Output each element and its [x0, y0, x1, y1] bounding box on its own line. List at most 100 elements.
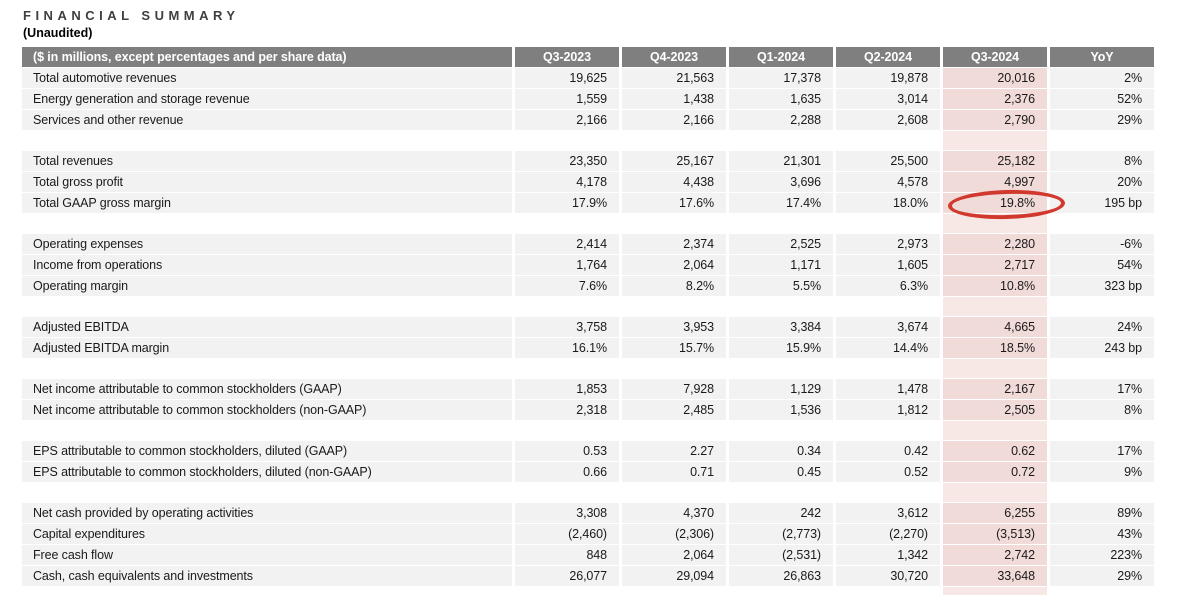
- cell-q1-2024: (2,531): [729, 545, 833, 565]
- table-row: Operating margin 7.6% 8.2% 5.5% 6.3% 10.…: [22, 276, 1154, 296]
- cell-yoy: 323 bp: [1050, 276, 1154, 296]
- cell-q2-2024: 6.3%: [836, 276, 940, 296]
- cell-yoy: 24%: [1050, 317, 1154, 337]
- cell-q4-2023: 2,166: [622, 110, 726, 130]
- cell-yoy: 89%: [1050, 503, 1154, 523]
- column-header-label: ($ in millions, except percentages and p…: [22, 47, 512, 67]
- cell-q3-2024: 2,167: [943, 379, 1047, 399]
- cell-q1-2024: 2,288: [729, 110, 833, 130]
- cell-q2-2024: 18.0%: [836, 193, 940, 213]
- cell-q2-2024: 1,342: [836, 545, 940, 565]
- cell-yoy: 20%: [1050, 172, 1154, 192]
- cell-q3-2023: 1,559: [515, 89, 619, 109]
- cell-q4-2023: 25,167: [622, 151, 726, 171]
- row-label: EPS attributable to common stockholders,…: [22, 441, 512, 461]
- row-label: Total revenues: [22, 151, 512, 171]
- table-row: Net income attributable to common stockh…: [22, 379, 1154, 399]
- cell-q1-2024: 0.34: [729, 441, 833, 461]
- page-subtitle: (Unaudited): [23, 26, 93, 40]
- highlight-column-band: [943, 483, 1047, 502]
- cell-q4-2023: 4,438: [622, 172, 726, 192]
- cell-q4-2023: 21,563: [622, 68, 726, 88]
- table-row: EPS attributable to common stockholders,…: [22, 441, 1154, 461]
- row-label: Adjusted EBITDA margin: [22, 338, 512, 358]
- cell-q4-2023: 17.6%: [622, 193, 726, 213]
- cell-q2-2024: 30,720: [836, 566, 940, 586]
- cell-q4-2023: (2,306): [622, 524, 726, 544]
- cell-q3-2024: 2,717: [943, 255, 1047, 275]
- financial-summary-table: ($ in millions, except percentages and p…: [22, 47, 1154, 595]
- cell-q2-2024: 14.4%: [836, 338, 940, 358]
- cell-q2-2024: 0.42: [836, 441, 940, 461]
- row-label: Net income attributable to common stockh…: [22, 379, 512, 399]
- cell-q1-2024: (2,773): [729, 524, 833, 544]
- cell-q3-2024: 4,665: [943, 317, 1047, 337]
- cell-q4-2023: 29,094: [622, 566, 726, 586]
- cell-q4-2023: 1,438: [622, 89, 726, 109]
- cell-q2-2024: 1,478: [836, 379, 940, 399]
- cell-q3-2023: 4,178: [515, 172, 619, 192]
- cell-yoy: 29%: [1050, 566, 1154, 586]
- table-row: Total GAAP gross margin 17.9% 17.6% 17.4…: [22, 193, 1154, 213]
- cell-q3-2023: 23,350: [515, 151, 619, 171]
- cell-q1-2024: 1,129: [729, 379, 833, 399]
- cell-yoy: 52%: [1050, 89, 1154, 109]
- cell-q2-2024: 4,578: [836, 172, 940, 192]
- highlight-column-band: [943, 214, 1047, 233]
- cell-yoy: 243 bp: [1050, 338, 1154, 358]
- cell-q2-2024: 3,612: [836, 503, 940, 523]
- cell-q2-2024: 0.52: [836, 462, 940, 482]
- cell-q3-2024: 25,182: [943, 151, 1047, 171]
- row-label: Net cash provided by operating activitie…: [22, 503, 512, 523]
- row-label: Operating expenses: [22, 234, 512, 254]
- cell-q4-2023: 15.7%: [622, 338, 726, 358]
- cell-q3-2024: 6,255: [943, 503, 1047, 523]
- cell-q2-2024: 3,674: [836, 317, 940, 337]
- cell-yoy: 195 bp: [1050, 193, 1154, 213]
- cell-q4-2023: 2.27: [622, 441, 726, 461]
- table-row: Cash, cash equivalents and investments 2…: [22, 566, 1154, 586]
- cell-q3-2024: 2,505: [943, 400, 1047, 420]
- cell-q1-2024: 21,301: [729, 151, 833, 171]
- row-label: Income from operations: [22, 255, 512, 275]
- cell-yoy: 17%: [1050, 441, 1154, 461]
- cell-yoy: 8%: [1050, 400, 1154, 420]
- highlight-column-band: [943, 421, 1047, 440]
- page-title: FINANCIAL SUMMARY: [23, 8, 240, 23]
- row-label: Cash, cash equivalents and investments: [22, 566, 512, 586]
- row-label: Services and other revenue: [22, 110, 512, 130]
- row-label: Total automotive revenues: [22, 68, 512, 88]
- cell-q3-2023: 17.9%: [515, 193, 619, 213]
- cell-q3-2023: 0.53: [515, 441, 619, 461]
- table-row: Capital expenditures (2,460) (2,306) (2,…: [22, 524, 1154, 544]
- cell-q3-2023: 2,318: [515, 400, 619, 420]
- cell-q3-2024: 2,742: [943, 545, 1047, 565]
- cell-q3-2023: 2,166: [515, 110, 619, 130]
- cell-q3-2023: 1,764: [515, 255, 619, 275]
- cell-yoy: 43%: [1050, 524, 1154, 544]
- cell-q3-2023: 7.6%: [515, 276, 619, 296]
- cell-yoy: 223%: [1050, 545, 1154, 565]
- table-row: Net cash provided by operating activitie…: [22, 503, 1154, 523]
- cell-q1-2024: 5.5%: [729, 276, 833, 296]
- group-separator: [22, 131, 1154, 150]
- highlight-column-band: [943, 131, 1047, 150]
- group-separator: [22, 483, 1154, 502]
- cell-q4-2023: 2,064: [622, 545, 726, 565]
- cell-q4-2023: 8.2%: [622, 276, 726, 296]
- cell-q3-2023: 19,625: [515, 68, 619, 88]
- row-label: Adjusted EBITDA: [22, 317, 512, 337]
- row-label: Free cash flow: [22, 545, 512, 565]
- row-label: Total gross profit: [22, 172, 512, 192]
- cell-q1-2024: 17,378: [729, 68, 833, 88]
- table-row: Adjusted EBITDA margin 16.1% 15.7% 15.9%…: [22, 338, 1154, 358]
- cell-q1-2024: 26,863: [729, 566, 833, 586]
- cell-q4-2023: 0.71: [622, 462, 726, 482]
- cell-q3-2024: 2,790: [943, 110, 1047, 130]
- row-label: Total GAAP gross margin: [22, 193, 512, 213]
- group-separator: [22, 421, 1154, 440]
- cell-q3-2024: 33,648: [943, 566, 1047, 586]
- cell-q1-2024: 2,525: [729, 234, 833, 254]
- row-label: Capital expenditures: [22, 524, 512, 544]
- cell-q3-2024: 4,997: [943, 172, 1047, 192]
